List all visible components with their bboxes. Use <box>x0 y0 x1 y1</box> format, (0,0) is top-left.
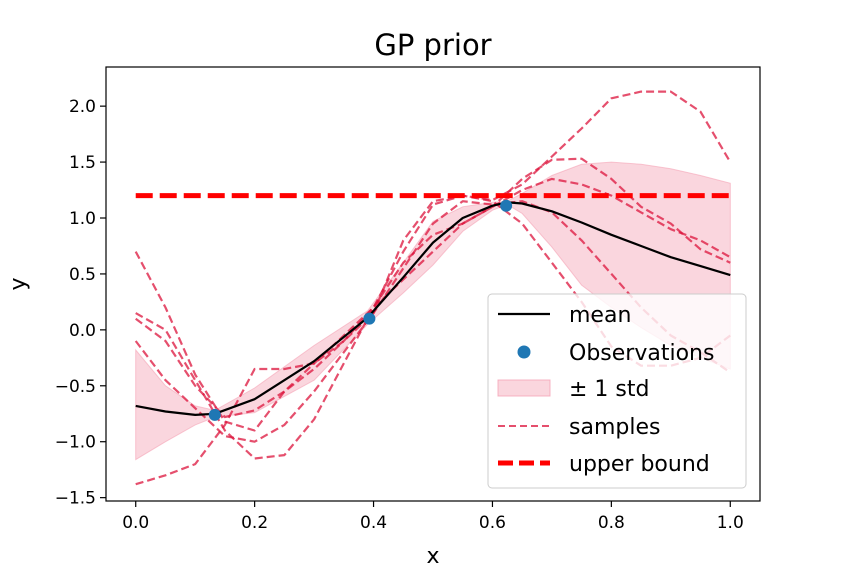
legend-observations-swatch <box>517 345 531 359</box>
y-tick-label: 1.5 <box>69 153 96 173</box>
legend-mean-label: mean <box>569 303 631 328</box>
y-tick-label: 0.0 <box>69 321 96 341</box>
x-tick-label: 0.4 <box>360 513 387 533</box>
x-tick-label: 0.0 <box>122 513 149 533</box>
x-axis-label: x <box>426 544 439 563</box>
y-tick-label: 2.0 <box>69 97 96 117</box>
chart-title: GP prior <box>374 28 491 62</box>
y-tick-label: −0.5 <box>55 377 96 397</box>
mean-line <box>135 201 731 416</box>
y-tick-label: 0.5 <box>69 265 96 285</box>
x-tick-label: 0.2 <box>241 513 268 533</box>
legend-upper-bound-label: upper bound <box>569 452 710 477</box>
x-tick-label: 1.0 <box>717 513 744 533</box>
y-axis-label: y <box>6 277 31 290</box>
legend-observations-label: Observations <box>569 341 714 366</box>
legend-std-label: ± 1 std <box>569 377 649 402</box>
legend: mean Observations ± 1 std samples upper … <box>487 293 747 489</box>
observation-point <box>208 408 221 421</box>
x-tick-label: 0.6 <box>479 513 506 533</box>
observation-point <box>500 199 513 212</box>
x-tick-label: 0.8 <box>598 513 625 533</box>
legend-box <box>487 293 747 489</box>
sample-line-5 <box>135 177 731 419</box>
y-tick-label: 1.0 <box>69 209 96 229</box>
y-tick-label: −1.5 <box>55 489 96 509</box>
legend-samples-label: samples <box>569 415 660 440</box>
axis-ticks: 0.0 0.2 0.4 0.6 0.8 1.0 −1.5 −1.0 −0.5 0.0 0.5 1.0 1… <box>55 97 744 533</box>
axes-frame <box>105 66 761 502</box>
y-tick-label: −1.0 <box>55 433 96 453</box>
observation-point <box>363 312 376 325</box>
legend-std-swatch <box>497 379 551 397</box>
